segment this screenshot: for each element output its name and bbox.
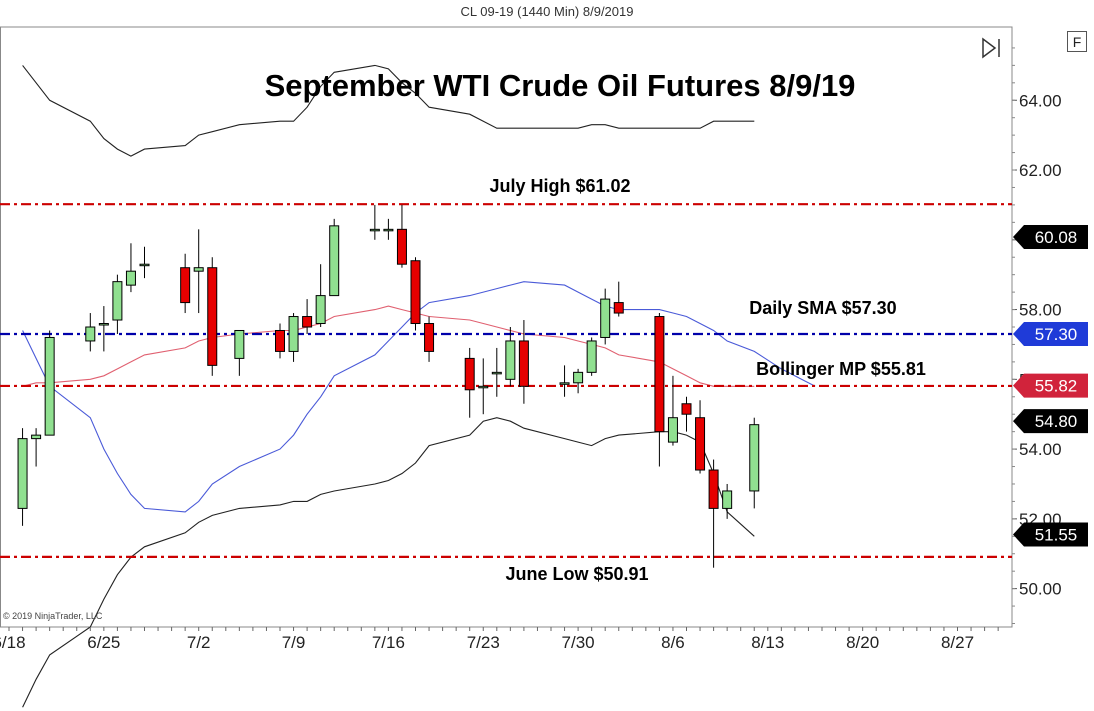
candle-down <box>695 417 706 471</box>
price-tag-label: 54.80 <box>1035 412 1078 431</box>
candle-up <box>315 295 326 325</box>
scroll-end-icon[interactable] <box>982 37 1000 59</box>
level-label: Bollinger MP $55.81 <box>756 359 926 379</box>
candle-up <box>288 316 299 352</box>
candle-up <box>125 270 136 286</box>
level-label: Daily SMA $57.30 <box>749 298 896 318</box>
price-tag <box>1013 225 1088 249</box>
x-tick-label: 8/27 <box>941 633 974 652</box>
price-tag-label: 55.82 <box>1035 377 1078 396</box>
x-tick-label: 8/13 <box>751 633 784 652</box>
chart-title: September WTI Crude Oil Futures 8/9/19 <box>265 68 856 103</box>
candle-up <box>505 340 516 380</box>
candle-up <box>573 371 584 384</box>
price-tag-label: 60.08 <box>1035 228 1078 247</box>
y-tick-label: 58.00 <box>1019 301 1062 320</box>
candle-up <box>98 323 109 326</box>
x-tick-label: 8/20 <box>846 633 879 652</box>
candle-up <box>722 490 733 509</box>
candle-down <box>613 302 624 314</box>
chart-header: CL 09-19 (1440 Min) 8/9/2019 <box>460 4 634 19</box>
copyright-notice: © 2019 NinjaTrader, LLC <box>3 611 103 621</box>
candle-down <box>464 357 475 391</box>
bollinger-middle-line <box>22 305 755 387</box>
candle-up <box>478 385 489 389</box>
level-label: June Low $50.91 <box>505 564 648 584</box>
candle-down <box>424 323 435 352</box>
bollinger-lower-line <box>22 417 755 708</box>
format-button[interactable]: F <box>1067 31 1087 52</box>
x-tick-label: 7/16 <box>372 633 405 652</box>
candle-down <box>654 316 665 433</box>
price-tag <box>1013 321 1088 346</box>
candle-up <box>139 263 150 267</box>
candle-up <box>667 417 678 443</box>
candle-up <box>193 267 204 272</box>
candle-down <box>681 403 692 415</box>
candle-down <box>180 267 191 304</box>
y-tick-label: 62.00 <box>1019 161 1062 180</box>
y-tick-label: 54.00 <box>1019 440 1062 459</box>
price-tag <box>1013 522 1088 547</box>
price-tag <box>1013 373 1088 398</box>
plot-area <box>0 26 1013 628</box>
candle-down <box>302 316 313 328</box>
candle-up <box>559 382 570 385</box>
y-tick-label: 64.00 <box>1019 91 1062 110</box>
candle-up <box>112 281 123 321</box>
level-label: July High $61.02 <box>489 176 630 196</box>
candle-up <box>491 371 502 375</box>
price-tag <box>1013 409 1088 434</box>
bollinger-upper-line <box>22 64 755 157</box>
x-tick-label: 7/23 <box>467 633 500 652</box>
candle-down <box>708 469 719 509</box>
y-tick-label: 50.00 <box>1019 580 1062 599</box>
candle-down <box>410 260 421 325</box>
candle-up <box>31 434 42 440</box>
x-tick-label: 7/2 <box>187 633 211 652</box>
candle-up <box>44 336 55 436</box>
candle-down <box>275 329 285 352</box>
price-tag-label: 57.30 <box>1035 325 1078 344</box>
candle-up <box>600 298 611 338</box>
candle-down <box>518 340 529 387</box>
x-tick-label: 6/25 <box>87 633 120 652</box>
candle-up <box>749 424 760 492</box>
x-tick-label: 8/6 <box>661 633 685 652</box>
candle-down <box>207 267 218 366</box>
candle-up <box>383 228 394 232</box>
candle-up <box>369 228 380 232</box>
candle-up <box>85 326 96 342</box>
x-tick-label: 7/30 <box>562 633 595 652</box>
candle-up <box>586 340 597 373</box>
x-tick-label: 6/18 <box>0 633 26 652</box>
candle-up <box>17 438 28 509</box>
candle-up <box>329 225 340 297</box>
x-tick-label: 7/9 <box>282 633 306 652</box>
candle-down <box>396 228 407 265</box>
candle-up <box>234 329 245 359</box>
price-tag-label: 51.55 <box>1035 526 1078 545</box>
